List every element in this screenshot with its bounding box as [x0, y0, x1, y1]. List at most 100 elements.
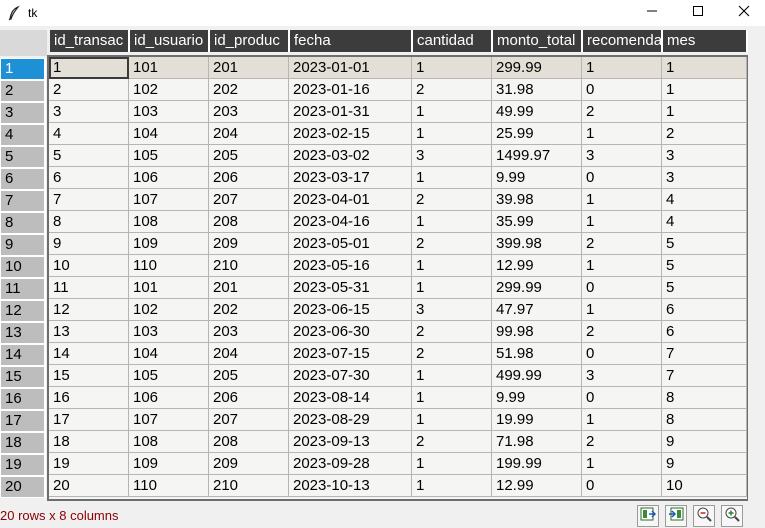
table-cell[interactable]: 1	[582, 453, 662, 475]
table-cell[interactable]: 10	[49, 255, 129, 277]
table-cell[interactable]: 35.99	[492, 211, 582, 233]
row-index-label[interactable]: 3	[1, 103, 44, 123]
table-cell[interactable]: 105	[129, 365, 209, 387]
table-cell[interactable]: 7	[662, 365, 747, 387]
table-cell[interactable]: 2023-09-28	[289, 453, 412, 475]
table-cell[interactable]: 1	[412, 453, 492, 475]
table-cell[interactable]: 2	[662, 123, 747, 145]
table-cell[interactable]: 10	[662, 475, 747, 497]
zoom-in-button[interactable]	[721, 505, 743, 527]
table-cell[interactable]: 1	[412, 57, 492, 79]
table-cell[interactable]: 0	[582, 277, 662, 299]
table-cell[interactable]: 1	[412, 475, 492, 497]
table-cell[interactable]: 209	[209, 453, 289, 475]
table-cell[interactable]: 6	[49, 167, 129, 189]
column-header[interactable]: fecha	[290, 30, 413, 52]
row-index-label[interactable]: 1	[1, 59, 44, 79]
table-cell[interactable]: 2023-04-01	[289, 189, 412, 211]
table-cell[interactable]: 2023-01-16	[289, 79, 412, 101]
maximize-button[interactable]	[675, 0, 721, 26]
table-cell[interactable]: 1	[582, 255, 662, 277]
minimize-button[interactable]	[629, 0, 675, 26]
table-cell[interactable]: 201	[209, 57, 289, 79]
table-cell[interactable]: 2	[412, 233, 492, 255]
table-cell[interactable]: 2	[582, 431, 662, 453]
table-cell[interactable]: 3	[662, 145, 747, 167]
import-button[interactable]	[665, 505, 687, 527]
table-cell[interactable]: 210	[209, 255, 289, 277]
table-cell[interactable]: 18	[49, 431, 129, 453]
table-cell[interactable]: 210	[209, 475, 289, 497]
table-cell[interactable]: 2023-07-30	[289, 365, 412, 387]
table-cell[interactable]: 14	[49, 343, 129, 365]
row-index-label[interactable]: 10	[1, 257, 44, 277]
table-cell[interactable]: 1	[412, 211, 492, 233]
export-button[interactable]	[637, 505, 659, 527]
table-cell[interactable]: 2023-05-31	[289, 277, 412, 299]
table-cell[interactable]: 2023-06-30	[289, 321, 412, 343]
row-index-label[interactable]: 2	[1, 81, 44, 101]
table-cell[interactable]: 1499.97	[492, 145, 582, 167]
table-cell[interactable]: 9.99	[492, 387, 582, 409]
table-corner[interactable]	[0, 30, 47, 56]
row-index-label[interactable]: 4	[1, 125, 44, 145]
table-cell[interactable]: 8	[662, 409, 747, 431]
table-cell[interactable]: 1	[582, 409, 662, 431]
table-cell[interactable]: 2	[412, 431, 492, 453]
table-cell[interactable]: 39.98	[492, 189, 582, 211]
table-cell[interactable]: 51.98	[492, 343, 582, 365]
row-index-label[interactable]: 17	[1, 411, 44, 431]
table-cell[interactable]: 6	[662, 299, 747, 321]
table-cell[interactable]: 1	[582, 189, 662, 211]
table-cell[interactable]: 12	[49, 299, 129, 321]
table-cell[interactable]: 2023-09-13	[289, 431, 412, 453]
table-cell[interactable]: 2	[412, 189, 492, 211]
table-cell[interactable]: 499.99	[492, 365, 582, 387]
table-cell[interactable]: 2023-05-01	[289, 233, 412, 255]
table-cell[interactable]: 208	[209, 431, 289, 453]
table-cell[interactable]: 2	[49, 79, 129, 101]
row-index-label[interactable]: 8	[1, 213, 44, 233]
table-cell[interactable]: 209	[209, 233, 289, 255]
row-index-label[interactable]: 15	[1, 367, 44, 387]
table-cell[interactable]: 199.99	[492, 453, 582, 475]
table-cell[interactable]: 2023-08-14	[289, 387, 412, 409]
table-cell[interactable]: 103	[129, 101, 209, 123]
table-cell[interactable]: 4	[49, 123, 129, 145]
table-cell[interactable]: 16	[49, 387, 129, 409]
table-cell[interactable]: 106	[129, 387, 209, 409]
table-cell[interactable]: 2023-07-15	[289, 343, 412, 365]
table-cell[interactable]: 110	[129, 475, 209, 497]
table-cell[interactable]: 3	[582, 145, 662, 167]
table-cell[interactable]: 20	[49, 475, 129, 497]
table-cell[interactable]: 207	[209, 189, 289, 211]
table-cell[interactable]: 2023-05-16	[289, 255, 412, 277]
row-index-label[interactable]: 12	[1, 301, 44, 321]
table-cell[interactable]: 12.99	[492, 475, 582, 497]
table-cell[interactable]: 0	[582, 167, 662, 189]
column-header[interactable]: id_transac	[50, 30, 130, 52]
table-cell[interactable]: 1	[582, 211, 662, 233]
row-index-label[interactable]: 9	[1, 235, 44, 255]
row-index-label[interactable]: 20	[1, 477, 44, 497]
column-header[interactable]: monto_total	[493, 30, 583, 52]
table-cell[interactable]: 0	[582, 475, 662, 497]
table-cell[interactable]: 1	[582, 57, 662, 79]
table-cell[interactable]: 102	[129, 79, 209, 101]
table-cell[interactable]: 2023-03-17	[289, 167, 412, 189]
table-cell[interactable]: 101	[129, 277, 209, 299]
row-index-label[interactable]: 18	[1, 433, 44, 453]
table-cell[interactable]: 71.98	[492, 431, 582, 453]
row-index-label[interactable]: 7	[1, 191, 44, 211]
table-cell[interactable]: 3	[49, 101, 129, 123]
table-cell[interactable]: 205	[209, 365, 289, 387]
table-cell[interactable]: 2	[412, 343, 492, 365]
row-index-label[interactable]: 5	[1, 147, 44, 167]
table-cell[interactable]: 1	[49, 57, 129, 79]
table-cell[interactable]: 0	[582, 387, 662, 409]
table-cell[interactable]: 208	[209, 211, 289, 233]
table-cell[interactable]: 47.97	[492, 299, 582, 321]
table-cell[interactable]: 104	[129, 343, 209, 365]
table-cell[interactable]: 2023-03-02	[289, 145, 412, 167]
table-cell[interactable]: 1	[412, 365, 492, 387]
